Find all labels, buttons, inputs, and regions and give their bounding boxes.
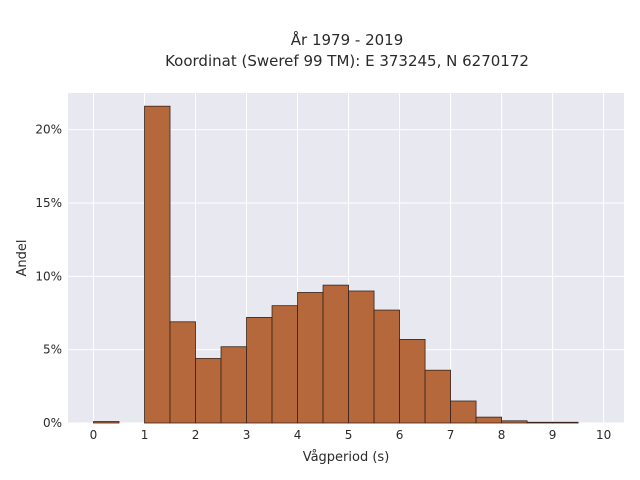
histogram-bar [399, 338, 426, 424]
bars [93, 105, 579, 424]
chart-title-line-2: Koordinat (Sweref 99 TM): E 373245, N 62… [165, 52, 529, 70]
y-tick-label: 5% [43, 343, 62, 357]
histogram-bar [144, 105, 171, 424]
histogram-bar [552, 421, 579, 424]
x-axis-label: Vågperiod (s) [303, 450, 390, 465]
x-tick-label: 10 [596, 428, 611, 442]
histogram-bar [271, 305, 298, 424]
x-axis-ticks: 0 1 2 3 4 5 6 7 8 9 10 [90, 428, 612, 442]
histogram-bar [322, 284, 349, 424]
histogram-bar [424, 369, 451, 424]
histogram-bar [475, 416, 502, 424]
x-tick-label: 6 [396, 428, 404, 442]
x-tick-label: 9 [549, 428, 557, 442]
histogram-bar [297, 292, 324, 424]
y-axis-label: Andel [15, 240, 30, 277]
x-tick-label: 8 [498, 428, 506, 442]
y-tick-label: 0% [43, 416, 62, 430]
histogram-bar [450, 400, 477, 424]
x-tick-label: 2 [192, 428, 200, 442]
histogram-bar [195, 358, 222, 424]
histogram-bar [348, 290, 375, 424]
histogram-bar [526, 421, 553, 424]
histogram-bar [93, 421, 120, 424]
histogram-bar [169, 321, 196, 424]
y-tick-label: 20% [35, 123, 62, 137]
histogram-bar [501, 420, 528, 424]
y-tick-label: 10% [35, 269, 62, 283]
histogram-bar [246, 316, 273, 424]
x-tick-label: 4 [294, 428, 302, 442]
y-tick-label: 15% [35, 196, 62, 210]
x-tick-label: 0 [90, 428, 98, 442]
x-tick-label: 1 [141, 428, 149, 442]
x-tick-label: 5 [345, 428, 353, 442]
histogram-bar [373, 309, 400, 424]
histogram-bar [220, 346, 247, 424]
x-tick-label: 3 [243, 428, 251, 442]
y-axis-ticks: 0% 5% 10% 15% 20% [35, 123, 62, 430]
x-tick-label: 7 [447, 428, 455, 442]
chart-title-line-1: År 1979 - 2019 [291, 30, 404, 49]
